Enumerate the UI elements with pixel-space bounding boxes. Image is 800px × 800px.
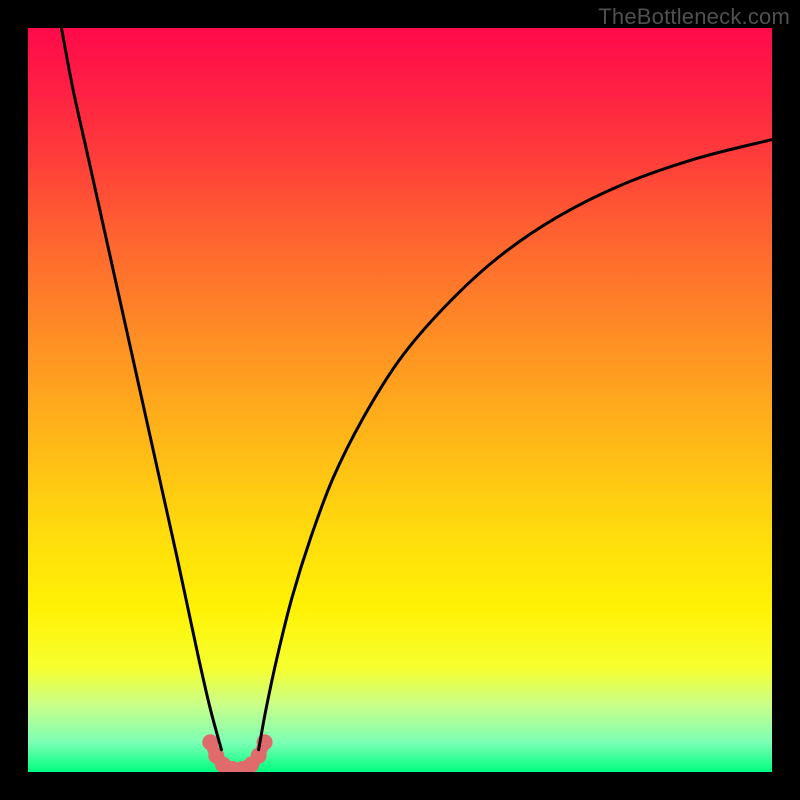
bottleneck-chart (0, 0, 800, 800)
chart-background (28, 28, 772, 772)
chart-frame: TheBottleneck.com (0, 0, 800, 800)
